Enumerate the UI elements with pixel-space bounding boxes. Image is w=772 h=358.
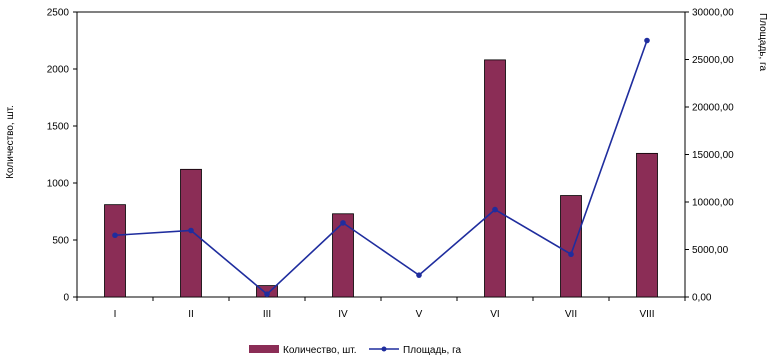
legend: Количество, шт. Площадь, га: [249, 345, 462, 356]
bar: [560, 195, 582, 298]
legend-bar-swatch: [249, 345, 279, 353]
plot-area: [76, 11, 686, 298]
line-path: [114, 40, 648, 296]
line-point: [340, 220, 346, 226]
left-axis-title: Количество, шт.: [5, 105, 16, 179]
line-point: [264, 291, 270, 297]
bar: [484, 59, 506, 298]
right-axis-title: Площадь, га: [757, 13, 768, 72]
x-tick-label: IV: [338, 309, 348, 320]
x-tick-label: V: [416, 309, 423, 320]
x-tick-label: VIII: [639, 309, 654, 320]
left-tick-label: 500: [52, 236, 69, 247]
bar-series: [104, 59, 658, 298]
right-tick-label: 5000,00: [692, 245, 729, 256]
right-tick-label: 10000,00: [692, 198, 734, 209]
right-tick-label: 25000,00: [692, 55, 734, 66]
right-tick-label: 30000,00: [692, 8, 734, 19]
x-tick-label: I: [114, 309, 117, 320]
left-tick-label: 1500: [47, 122, 70, 133]
x-axis-ticks: I II III IV V VI VII VIII: [76, 297, 686, 320]
right-tick-label: 0,00: [692, 293, 712, 304]
line-series: [112, 37, 650, 297]
line-point: [416, 272, 422, 278]
x-tick-label: VI: [490, 309, 499, 320]
line-point: [112, 232, 118, 239]
line-point: [492, 206, 498, 213]
left-tick-label: 2000: [47, 65, 70, 76]
bar: [332, 213, 354, 298]
right-tick-label: 15000,00: [692, 150, 734, 161]
bar: [104, 204, 126, 298]
bar: [256, 285, 278, 298]
x-tick-label: III: [263, 309, 271, 320]
line-point: [188, 227, 194, 234]
right-tick-label: 20000,00: [692, 103, 734, 114]
right-axis-ticks: 0,00 5000,00 10000,00 15000,00 20000,00 25000…: [685, 8, 734, 304]
left-tick-label: 2500: [47, 8, 70, 19]
left-axis-ticks: 0 500 1000 1500 2000 2500: [47, 8, 77, 304]
line-point: [568, 251, 574, 258]
legend-line-label: Площадь, га: [403, 345, 462, 356]
legend-line-marker: [381, 346, 387, 352]
x-tick-label: VII: [565, 309, 577, 320]
legend-bar-label: Количество, шт.: [283, 345, 357, 356]
bar: [636, 152, 658, 298]
line-point: [644, 37, 650, 44]
x-tick-label: II: [188, 309, 194, 320]
left-tick-label: 0: [63, 293, 69, 304]
left-tick-label: 1000: [47, 179, 70, 190]
